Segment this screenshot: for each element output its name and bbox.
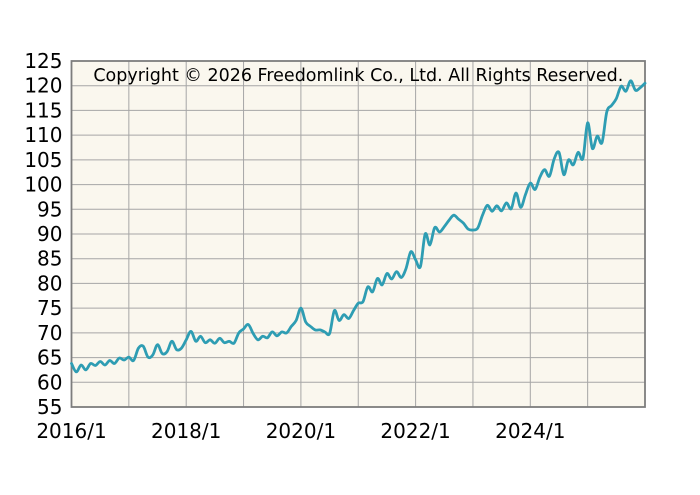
y-axis-tick-label: 125 (24, 49, 62, 73)
y-axis-tick-label: 75 (37, 296, 62, 320)
x-axis-tick-label: 2022/1 (380, 419, 450, 443)
y-axis-tick-label: 95 (37, 197, 62, 221)
y-axis-tick-label: 55 (37, 395, 62, 419)
y-axis-tick-label: 65 (37, 346, 62, 370)
y-axis-tick-label: 110 (24, 123, 62, 147)
y-axis-tick-label: 60 (37, 370, 62, 394)
y-axis-tick-label: 85 (37, 247, 62, 271)
y-axis-tick-label: 80 (37, 271, 62, 295)
copyright-text: Copyright © 2026 Freedomlink Co., Ltd. A… (93, 66, 623, 86)
x-axis-tick-label: 2016/1 (36, 419, 106, 443)
plot-border-layer (70, 60, 646, 408)
y-axis-tick-label: 105 (24, 148, 62, 172)
plot-border (70, 60, 646, 408)
y-axis-tick-label: 90 (37, 222, 62, 246)
x-axis-tick-label: 2024/1 (495, 419, 565, 443)
y-axis-tick-label: 115 (24, 98, 62, 122)
y-axis-tick-label: 100 (24, 173, 62, 197)
y-axis-tick-label: 120 (24, 74, 62, 98)
y-axis-tick-label: 70 (37, 321, 62, 345)
x-axis-tick-label: 2018/1 (151, 419, 221, 443)
data-series-layer (70, 79, 647, 374)
data-series-line (70, 79, 647, 374)
x-axis-tick-label: 2020/1 (266, 419, 336, 443)
